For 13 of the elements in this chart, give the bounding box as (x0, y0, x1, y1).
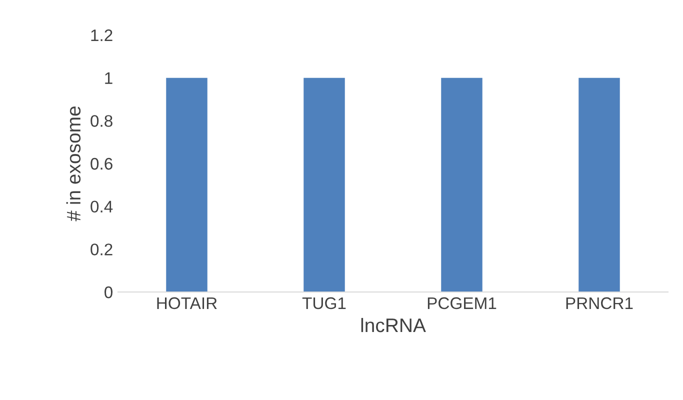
x-tick-label: HOTAIR (157, 297, 217, 310)
x-tick-label: PCGEM1 (428, 297, 496, 310)
x-tick-label: TUG1 (302, 297, 346, 310)
y-tick-label: 0.2 (90, 244, 112, 256)
y-tick-label: 0.4 (90, 200, 113, 213)
x-tick-label: PRNCR1 (566, 297, 633, 310)
y-tick-label: 0.6 (90, 158, 112, 170)
x-axis-title: lncRNA (361, 318, 426, 332)
y-tick-label: 0 (104, 286, 112, 298)
y-axis-title: # in exosome (66, 106, 81, 222)
y-tick-label: 1 (105, 72, 112, 84)
y-tick-label: 1.2 (91, 29, 112, 42)
y-tick-label: 0.8 (90, 115, 112, 127)
